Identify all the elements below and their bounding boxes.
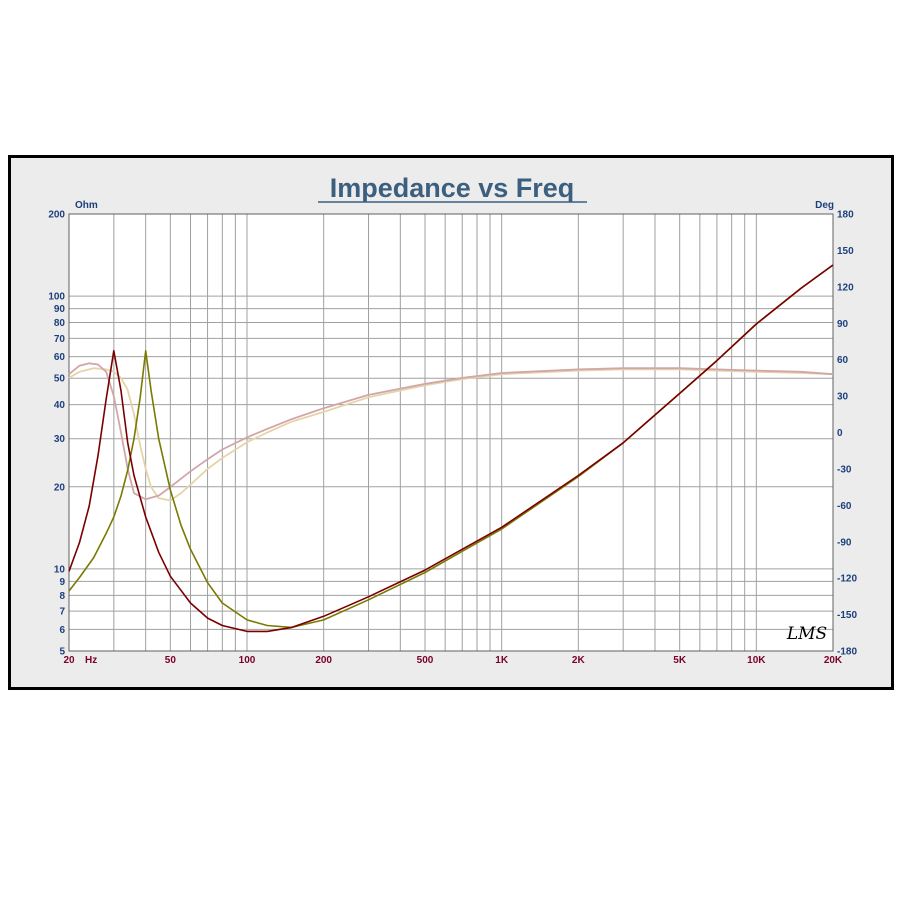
right-tick-label: 150 <box>837 246 854 257</box>
right-tick-label: 60 <box>837 355 849 366</box>
left-tick-label: 30 <box>54 434 66 445</box>
left-tick-label: 100 <box>48 292 65 303</box>
x-tick-label: 50 <box>165 655 177 666</box>
right-tick-label: 0 <box>837 428 843 439</box>
x-tick-label: 10K <box>747 655 766 666</box>
left-tick-label: 40 <box>54 400 66 411</box>
plot-area <box>69 214 833 651</box>
plot-border <box>68 213 834 652</box>
impedance-chart: Impedance vs Freq Ohm Deg Hz 20010090807… <box>48 173 857 666</box>
right-tick-label: 90 <box>837 319 849 330</box>
x-tick-label: 500 <box>417 655 434 666</box>
right-tick-label: -30 <box>837 464 852 475</box>
right-tick-label: -60 <box>837 501 852 512</box>
grid <box>68 213 834 652</box>
left-tick-label: 80 <box>54 318 66 329</box>
series-line-3 <box>68 362 834 501</box>
left-axis-unit: Ohm <box>75 200 98 211</box>
right-tick-label: 30 <box>837 392 849 403</box>
chart-title: Impedance vs Freq <box>330 173 575 203</box>
right-tick-label: 180 <box>837 210 854 221</box>
left-tick-label: 20 <box>54 482 66 493</box>
x-axis-ticks: 20 50 100 200 500 1K 2K 5K 10K 20K <box>63 655 843 666</box>
right-axis-ticks: 180 150 120 90 60 30 0 -30 -60 -90 -120 -150 -180 <box>837 210 857 658</box>
left-tick-label: 200 <box>48 210 65 221</box>
x-tick-label: 20K <box>824 655 843 666</box>
x-tick-label: 5K <box>673 655 687 666</box>
x-tick-label: 200 <box>315 655 332 666</box>
right-tick-label: -180 <box>837 647 857 658</box>
right-axis-unit: Deg <box>815 200 834 211</box>
lms-watermark: LMS <box>786 624 827 644</box>
left-tick-label: 50 <box>54 374 66 385</box>
left-tick-label: 5 <box>59 647 65 658</box>
right-tick-label: -90 <box>837 537 852 548</box>
x-axis-unit: Hz <box>85 655 97 666</box>
left-tick-label: 60 <box>54 352 66 363</box>
x-tick-label: 100 <box>239 655 256 666</box>
chart-frame: Impedance vs Freq Ohm Deg Hz 200 100 90 80 7… <box>8 155 894 690</box>
left-tick-label: 9 <box>59 577 65 588</box>
left-tick-label: 70 <box>54 334 66 345</box>
series-line-4 <box>68 367 834 502</box>
x-tick-label: 1K <box>495 655 509 666</box>
left-tick-label: 7 <box>59 607 65 618</box>
left-tick-label: 8 <box>59 591 65 602</box>
right-tick-label: 120 <box>837 282 854 293</box>
x-tick-label: 2K <box>572 655 586 666</box>
left-tick-label: 10 <box>54 564 66 575</box>
right-tick-label: -120 <box>837 574 857 585</box>
left-tick-label: 90 <box>54 304 66 315</box>
left-tick-label: 6 <box>59 625 65 636</box>
x-tick-label: 20 <box>63 655 75 666</box>
right-tick-label: -150 <box>837 610 857 621</box>
series-line-1 <box>68 264 834 633</box>
series-group <box>68 264 834 633</box>
